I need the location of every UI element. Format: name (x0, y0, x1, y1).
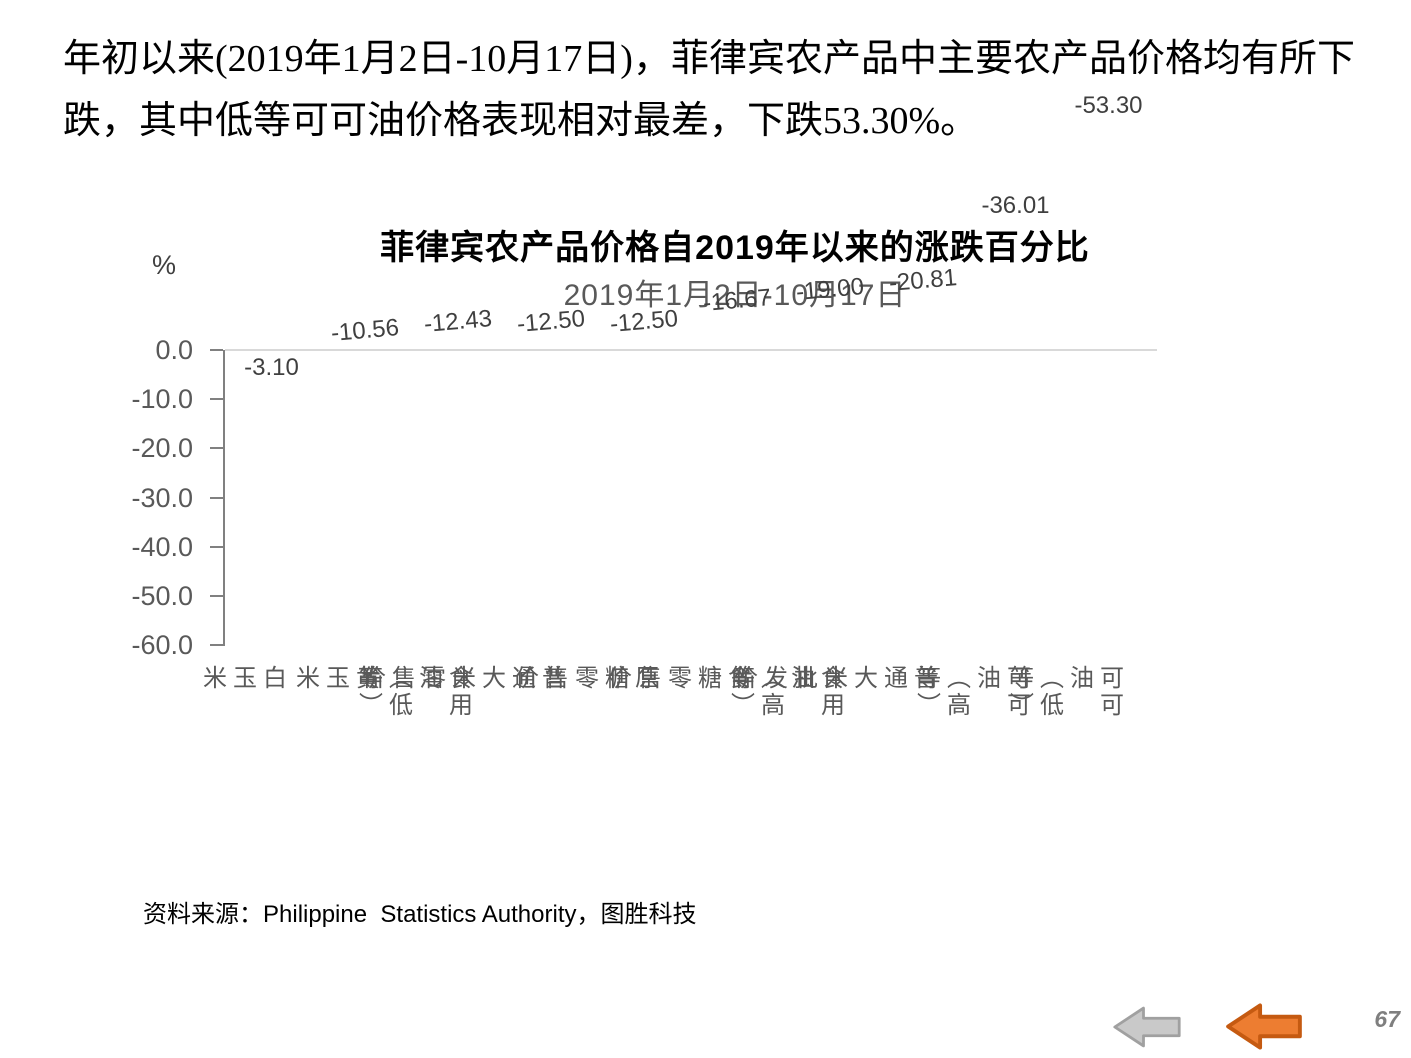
source-prefix: 资料来源： (143, 902, 263, 928)
y-axis-tick (210, 496, 223, 499)
chart-subtitle: 2019年1月2日-10月17日 (563, 279, 907, 312)
bar-value-label: -53.30 (1074, 91, 1143, 119)
page-number: 67 (1374, 1006, 1400, 1032)
y-tick-label: -20.0 (131, 433, 193, 464)
y-axis-unit-label: % (152, 250, 177, 280)
category-label: 普通大米批发价 (729, 665, 936, 692)
y-tick-label: -30.0 (131, 482, 193, 513)
forward-arrow-icon[interactable] (1225, 999, 1303, 1054)
bar-value-label: -10.56 (329, 314, 400, 348)
category-label: 普通大米零售价 (357, 665, 564, 692)
category-label: 食用油（低等） (354, 665, 471, 719)
y-tick-label: 0.0 (155, 335, 193, 365)
category-label: 白玉米 (198, 665, 285, 692)
y-axis-tick (210, 594, 223, 597)
plot-area: 0.0 -10.0 -20.0 -30.0 -40.0 -50.0 -60.0 -3.10 白玉… (131, 92, 1157, 719)
y-axis-tick (210, 447, 223, 450)
category-label: 食糖零售价 (603, 665, 750, 692)
y-axis-line (223, 350, 225, 646)
y-tick-label: -40.0 (131, 531, 193, 562)
y-axis-tick (210, 349, 223, 351)
y-axis-tick (210, 398, 223, 401)
source-note: 资料来源：Philippine Statistics Authority，图胜科… (143, 894, 697, 929)
category-label: 原糖零售价 (510, 665, 657, 692)
y-tick-label: -60.0 (131, 630, 193, 660)
bar-value-label: -3.10 (244, 353, 299, 381)
category-label: 黄玉米 (291, 665, 378, 692)
source-suffix: ，图胜科技 (576, 902, 697, 928)
category-label: 可可油（高等） (912, 665, 1029, 719)
chart-title: 菲律宾农产品价格自2019年以来的涨跌百分比 (380, 229, 1090, 267)
bar-value-label: -36.01 (981, 191, 1050, 219)
y-tick-label: -50.0 (131, 580, 193, 611)
y-axis-tick (210, 644, 223, 646)
category-label: 可可油（低等） (1005, 665, 1122, 719)
zero-baseline (225, 349, 1157, 351)
y-tick-label: -10.0 (131, 384, 193, 415)
y-axis-tick (210, 545, 223, 548)
header-paragraph: 年初以来(2019年1月2日-10月17日)，菲律宾农产品中主要农产品价格均有所… (63, 38, 1355, 142)
back-arrow-icon[interactable] (1112, 1002, 1182, 1052)
category-label: 食用油（高等） (726, 665, 843, 719)
source-latin: Philippine Statistics Authority (263, 901, 577, 928)
